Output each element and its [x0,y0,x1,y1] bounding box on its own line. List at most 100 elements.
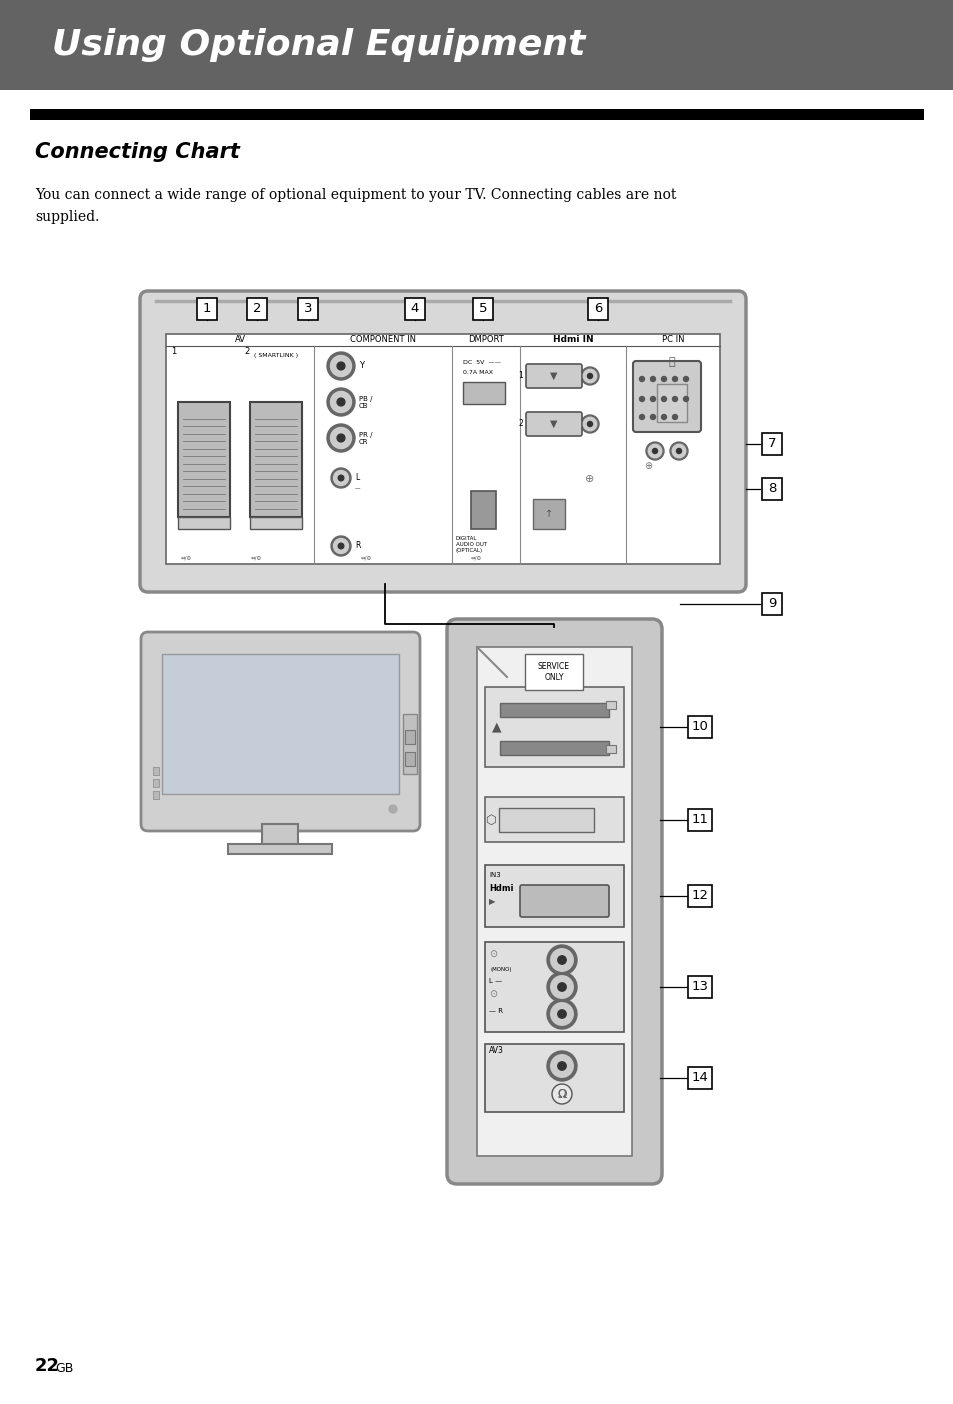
FancyBboxPatch shape [525,364,581,388]
Bar [687,976,711,998]
Bar [166,334,720,564]
Text: 12: 12 [691,889,708,901]
Text: IN3: IN3 [489,872,500,878]
Text: ⊙: ⊙ [489,949,497,959]
Bar [250,402,302,517]
Text: ⊕: ⊕ [585,475,594,484]
Circle shape [550,1002,573,1025]
Circle shape [550,976,573,998]
Circle shape [587,421,592,427]
Text: Ω: Ω [558,1090,566,1099]
Text: (MONO): (MONO) [491,966,512,972]
Text: ⇔/⊖: ⇔/⊖ [470,556,481,560]
Text: 1: 1 [203,302,211,314]
Text: 22: 22 [35,1358,60,1375]
Circle shape [672,414,677,420]
Circle shape [331,536,351,556]
Circle shape [327,352,355,380]
Bar [651,375,691,427]
Text: You can connect a wide range of optional equipment to your TV. Connecting cables: You can connect a wide range of optional… [35,188,676,202]
Circle shape [639,396,644,402]
FancyBboxPatch shape [140,291,745,592]
Circle shape [558,1009,566,1018]
Bar [687,809,711,831]
Text: 7: 7 [767,437,776,451]
FancyBboxPatch shape [141,632,419,831]
Text: ↑: ↑ [544,510,553,519]
Text: R: R [355,542,360,550]
Text: Hdmi: Hdmi [489,885,513,893]
Bar [761,432,781,455]
Circle shape [650,396,655,402]
Circle shape [660,414,666,420]
Circle shape [582,369,597,383]
FancyBboxPatch shape [519,885,608,917]
Bar [476,647,631,1155]
Text: 14: 14 [691,1071,708,1084]
Circle shape [650,414,655,420]
Circle shape [338,475,343,480]
Text: DMPORT: DMPORT [468,336,503,344]
Text: 1: 1 [517,372,522,380]
Bar [152,790,159,799]
Text: Ω: Ω [557,1088,566,1101]
Circle shape [660,396,666,402]
Circle shape [580,416,598,432]
Bar [152,779,159,788]
Bar [0,0,953,90]
Bar [247,298,267,320]
Text: L —: L — [489,979,501,984]
Bar [405,298,424,320]
Bar [484,942,623,1032]
Text: AV3: AV3 [489,1046,503,1054]
Bar [402,715,416,774]
Text: ⬡: ⬡ [485,813,496,827]
Bar [405,753,415,767]
Bar [499,741,608,755]
FancyBboxPatch shape [524,654,582,689]
FancyBboxPatch shape [525,411,581,437]
Text: ▼: ▼ [550,371,558,380]
Circle shape [639,376,644,382]
Bar [262,824,298,847]
Circle shape [546,1000,577,1029]
Circle shape [546,945,577,974]
Text: SERVICE
ONLY: SERVICE ONLY [537,663,569,682]
Circle shape [338,543,343,549]
Text: ▶: ▶ [489,897,495,906]
Circle shape [330,392,351,413]
Circle shape [546,1052,577,1081]
Circle shape [389,804,396,813]
Bar [471,491,496,529]
Circle shape [669,442,687,461]
Bar [405,730,415,744]
Bar [178,402,230,517]
Text: 11: 11 [691,813,708,826]
Text: DC  5V  ——: DC 5V —— [462,359,500,365]
Bar [484,865,623,927]
Circle shape [587,373,592,379]
Bar [473,298,493,320]
Text: ⇔/⊖: ⇔/⊖ [360,556,371,560]
Circle shape [652,448,657,453]
Bar [687,885,711,907]
Text: supplied.: supplied. [35,211,99,225]
Text: 9: 9 [767,597,776,609]
Bar [587,298,607,320]
Text: COMPONENT IN: COMPONENT IN [350,336,416,344]
FancyBboxPatch shape [633,361,700,432]
Circle shape [546,972,577,1002]
Bar [229,844,333,854]
Circle shape [331,468,351,489]
Bar [499,703,608,717]
Text: 10: 10 [691,720,708,733]
Text: ⇔/⊖: ⇔/⊖ [180,556,192,560]
Text: 0.7A MAX: 0.7A MAX [462,369,493,375]
Bar [162,654,398,795]
Circle shape [336,399,345,406]
Circle shape [558,983,566,991]
Bar [178,517,230,528]
Circle shape [550,1054,573,1077]
Text: Hdmi IN: Hdmi IN [552,336,593,344]
Circle shape [650,376,655,382]
